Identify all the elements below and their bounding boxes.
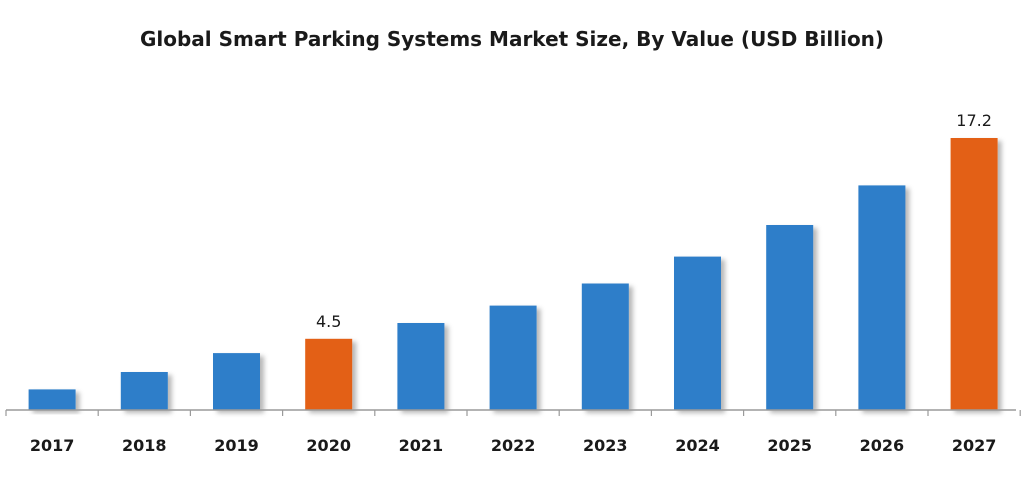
- x-tick-label-2022: 2022: [491, 436, 536, 455]
- x-tick-label-2024: 2024: [675, 436, 720, 455]
- x-tick-label-2018: 2018: [122, 436, 167, 455]
- bar-2025: [766, 225, 814, 410]
- bar-2018: [120, 372, 168, 410]
- bar-2023: [581, 283, 629, 410]
- bar-2021: [397, 323, 445, 410]
- bar-2027: [950, 138, 998, 410]
- data-label-2020: 4.5: [316, 312, 341, 331]
- x-tick-label-2027: 2027: [952, 436, 997, 455]
- data-label-2027: 17.2: [956, 111, 992, 130]
- x-tick-label-2023: 2023: [583, 436, 628, 455]
- bar-2019: [213, 353, 260, 410]
- x-tick-label-2026: 2026: [860, 436, 905, 455]
- x-axis-ticks: [5, 410, 1021, 416]
- x-tick-label-2025: 2025: [767, 436, 812, 455]
- bar-2026: [858, 185, 906, 410]
- bars-group: [28, 138, 998, 410]
- bar-2022: [489, 305, 537, 410]
- x-tick-label-2019: 2019: [214, 436, 259, 455]
- chart-title: Global Smart Parking Systems Market Size…: [139, 27, 885, 51]
- bar-2017: [28, 389, 76, 410]
- bar-2024: [674, 256, 721, 410]
- x-axis-labels: 2017 2018 2019 2020 2021 2022 2023 2024 2025 2026…: [30, 436, 997, 455]
- x-tick-label-2021: 2021: [399, 436, 444, 455]
- x-tick-label-2020: 2020: [306, 436, 351, 455]
- bar-2020: [305, 338, 353, 410]
- data-labels-group: 4.5 17.2: [316, 111, 992, 331]
- x-tick-label-2017: 2017: [30, 436, 75, 455]
